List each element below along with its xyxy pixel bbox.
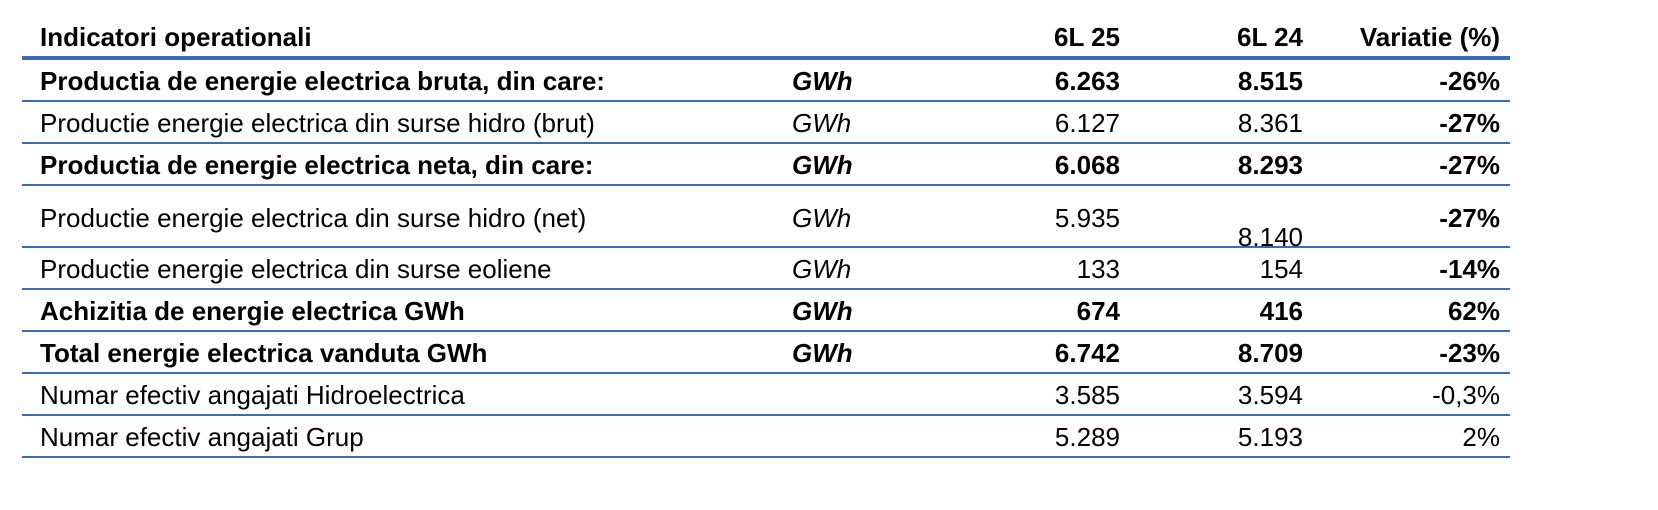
row-value-6l24: 8.709	[1237, 338, 1303, 368]
row-value-6l24: 154	[1259, 254, 1303, 284]
table-row: Productie energie electrica din surse hi…	[22, 102, 1510, 144]
row-unit: GWh	[792, 203, 852, 233]
row-label: Productia de energie electrica bruta, di…	[40, 66, 605, 96]
row-variation: -27%	[1439, 150, 1500, 180]
row-label: Achizitia de energie electrica GWh	[40, 296, 465, 326]
row-unit: GWh	[792, 150, 853, 180]
table-row: Numar efectiv angajati Hidroelectrica 3.…	[22, 374, 1510, 416]
header-variation: Variatie (%)	[1359, 22, 1500, 52]
row-variation: 62%	[1447, 296, 1500, 326]
header-6l24: 6L 24	[1236, 22, 1303, 52]
row-unit: GWh	[792, 108, 852, 138]
row-unit: GWh	[792, 66, 853, 96]
row-variation: -23%	[1439, 338, 1500, 368]
row-value-6l24: 416	[1259, 296, 1303, 326]
row-label: Numar efectiv angajati Grup	[40, 422, 364, 452]
row-value-6l24: 3.594	[1237, 380, 1303, 410]
row-value-6l25: 5.935	[1054, 203, 1120, 233]
row-value-6l25: 674	[1076, 296, 1120, 326]
row-unit: GWh	[792, 338, 853, 368]
header-indicator-label: Indicatori operationali	[40, 22, 312, 52]
row-label: Numar efectiv angajati Hidroelectrica	[40, 380, 465, 410]
table-header-row: Indicatori operationali 6L 25 6L 24 Vari…	[22, 14, 1510, 60]
row-label: Productia de energie electrica neta, din…	[40, 150, 594, 180]
row-unit: GWh	[792, 254, 852, 284]
row-variation: -27%	[1439, 108, 1500, 138]
table-row: Productie energie electrica din surse eo…	[22, 248, 1510, 290]
row-variation: -26%	[1439, 66, 1500, 96]
row-value-6l25: 6.742	[1054, 338, 1120, 368]
table-row: Achizitia de energie electrica GWh GWh 6…	[22, 290, 1510, 332]
row-value-6l25: 3.585	[1054, 380, 1120, 410]
row-value-6l24: 8.515	[1237, 66, 1303, 96]
operational-indicators-table: Indicatori operationali 6L 25 6L 24 Vari…	[22, 14, 1510, 458]
row-value-6l25: 133	[1076, 254, 1120, 284]
row-variation: 2%	[1462, 422, 1500, 452]
header-6l25: 6L 25	[1053, 22, 1120, 52]
row-value-6l24: 5.193	[1237, 422, 1303, 452]
row-label: Productie energie electrica din surse hi…	[40, 203, 587, 233]
row-label: Productie energie electrica din surse eo…	[40, 254, 552, 284]
row-value-6l25: 5.289	[1054, 422, 1120, 452]
row-label: Total energie electrica vanduta GWh	[40, 338, 488, 368]
row-value-6l24: 8.140	[1237, 222, 1303, 252]
row-variation: -27%	[1439, 203, 1500, 233]
row-value-6l25: 6.068	[1054, 150, 1120, 180]
row-value-6l25: 6.127	[1054, 108, 1120, 138]
table-row: Numar efectiv angajati Grup 5.289 5.193 …	[22, 416, 1510, 458]
table-row: Productie energie electrica din surse hi…	[22, 186, 1510, 252]
table-row: Productia de energie electrica neta, din…	[22, 144, 1510, 186]
row-value-6l24: 8.293	[1237, 150, 1303, 180]
row-variation: -14%	[1439, 254, 1500, 284]
row-value-6l25: 6.263	[1054, 66, 1120, 96]
row-variation: -0,3%	[1432, 380, 1500, 410]
table-row: Productia de energie electrica bruta, di…	[22, 60, 1510, 102]
row-label: Productie energie electrica din surse hi…	[40, 108, 595, 138]
table-row: Total energie electrica vanduta GWh GWh …	[22, 332, 1510, 374]
row-unit: GWh	[792, 296, 853, 326]
row-value-6l24: 8.361	[1237, 108, 1303, 138]
